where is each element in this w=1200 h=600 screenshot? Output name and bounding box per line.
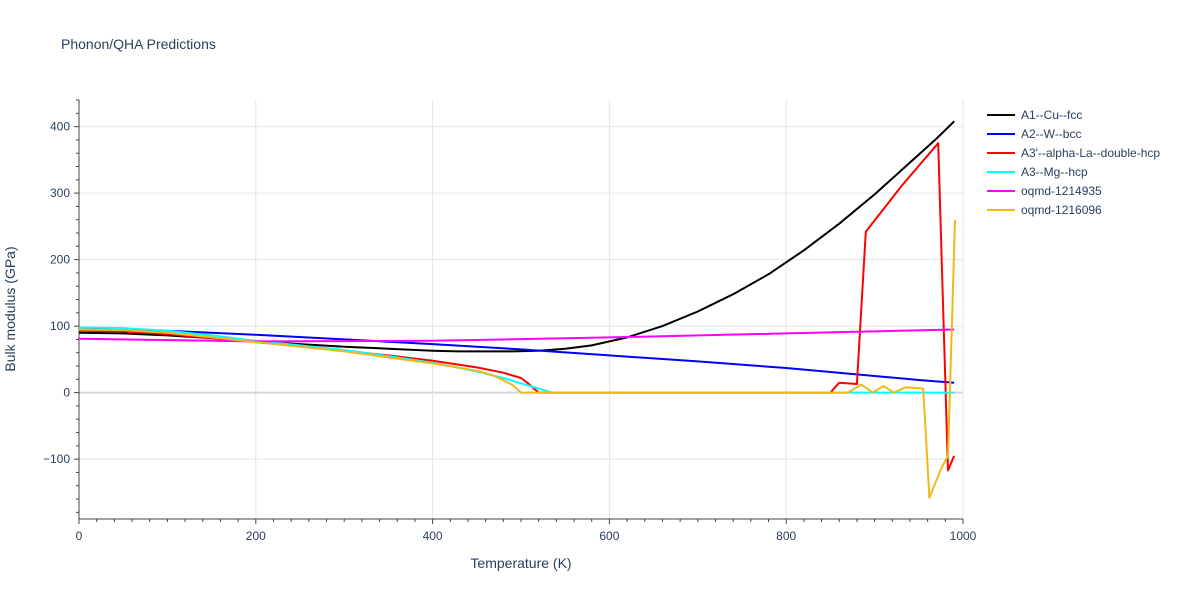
y-tick-label: 200 <box>50 253 70 267</box>
series-line-5[interactable] <box>78 328 955 343</box>
x-tick-label: 1000 <box>950 529 977 543</box>
y-tick-label: 400 <box>50 120 70 134</box>
series-line-3[interactable] <box>78 142 956 472</box>
series-line-2[interactable] <box>78 327 955 384</box>
axis-layer: 0 200 400 600 800 1000 −100 0 100 200 300 400 <box>43 99 977 543</box>
legend-label[interactable]: A3--Mg--hcp <box>1021 165 1088 179</box>
x-tick-label: 800 <box>776 529 796 543</box>
legend-label[interactable]: A2--W--bcc <box>1021 127 1081 141</box>
x-tick-label: 600 <box>599 529 619 543</box>
x-tick-label: 200 <box>246 529 266 543</box>
series-line-1[interactable] <box>78 120 955 353</box>
legend-label[interactable]: A1--Cu--fcc <box>1021 108 1082 122</box>
grid-layer <box>79 100 964 519</box>
x-axis-title: Temperature (K) <box>470 555 571 571</box>
y-tick-label: −100 <box>43 452 70 466</box>
legend-label[interactable]: oqmd-1216096 <box>1021 203 1102 217</box>
x-tick-label: 0 <box>76 529 83 543</box>
x-tick-label: 400 <box>423 529 443 543</box>
series-layer <box>78 120 956 499</box>
legend-label[interactable]: oqmd-1214935 <box>1021 184 1102 198</box>
y-tick-label: 0 <box>63 386 70 400</box>
legend[interactable]: A1--Cu--fcc A2--W--bcc A3'--alpha-La--doub… <box>987 108 1160 217</box>
legend-label[interactable]: A3'--alpha-La--double-hcp <box>1021 146 1160 160</box>
y-tick-label: 300 <box>50 186 70 200</box>
series-line-6[interactable] <box>78 219 956 499</box>
chart-title: Phonon/QHA Predictions <box>61 36 216 52</box>
y-axis-title: Bulk modulus (GPa) <box>2 246 18 371</box>
y-tick-label: 100 <box>50 319 70 333</box>
